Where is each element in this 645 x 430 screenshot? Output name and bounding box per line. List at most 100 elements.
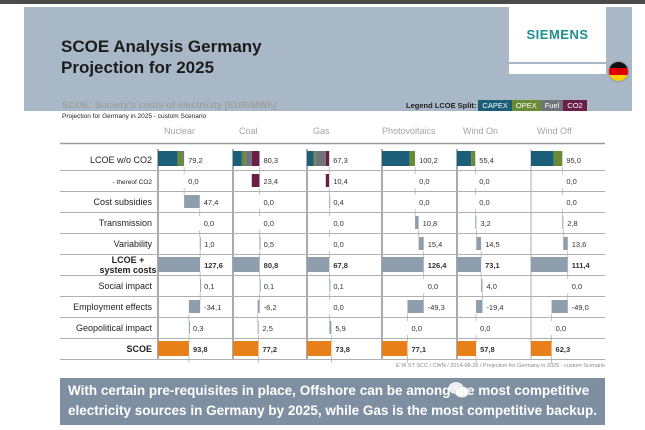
value-label: 100,2 [419, 156, 438, 165]
value-label: 80,3 [263, 156, 278, 165]
column-header: Nuclear [164, 126, 195, 136]
value-label: 23,4 [263, 177, 278, 186]
row-label: Transmission [99, 218, 152, 228]
delta-bar [259, 237, 261, 250]
delta-bar [418, 237, 424, 250]
value-label: 10,4 [333, 177, 348, 186]
value-label: 95,0 [566, 156, 581, 165]
row-label: LCOE w/o CO2 [90, 155, 152, 165]
germany-flag-icon [609, 62, 628, 81]
value-label: 57,8 [480, 345, 495, 354]
value-label: -6,2 [264, 303, 277, 312]
lcoe-split-capex-bar [158, 151, 178, 166]
legend: Legend LCOE Split: CAPEX OPEX Fuel CO2 [406, 100, 587, 111]
value-label: 0,0 [333, 219, 343, 228]
column-header: Wind On [463, 126, 498, 136]
lcoe-split-opex-bar [313, 151, 316, 166]
source-footer: E W ST SCC / CWN / 2014-08-26 / Projecti… [396, 363, 605, 369]
value-label: -19,4 [486, 303, 503, 312]
lcoe-split-capex-bar [233, 151, 242, 166]
column-header: Wind Off [537, 126, 572, 136]
delta-bar [259, 279, 261, 292]
value-label: 13,6 [572, 240, 587, 249]
delta-bar [188, 321, 190, 334]
message-line-1: With certain pre-requisites in place, Of… [68, 383, 590, 398]
value-label: 0,0 [566, 177, 576, 186]
value-label: 126,4 [428, 261, 448, 270]
co2-bar [251, 174, 260, 187]
lcoe-split-opex-bar [177, 151, 183, 166]
legend-co2: CO2 [563, 100, 587, 111]
total-bar [382, 257, 424, 272]
row-label: Cost subsidies [93, 197, 152, 207]
row-label: - thereof CO2 [113, 179, 153, 186]
legend-fuel: Fuel [540, 100, 564, 111]
value-label: 0,0 [411, 324, 421, 333]
total-bar [457, 257, 482, 272]
column-header: Photovoltaics [382, 126, 436, 136]
total-bar [158, 257, 201, 272]
value-label: 0,0 [188, 177, 198, 186]
value-label: 73,8 [335, 345, 350, 354]
lcoe-split-fuel-bar [315, 151, 326, 166]
value-label: 3,2 [480, 219, 490, 228]
value-label: 0,0 [419, 198, 429, 207]
value-label: 80,8 [264, 261, 279, 270]
row-label: Variability [114, 239, 153, 249]
legend-label: Legend LCOE Split: [406, 101, 477, 110]
scoe-bar [307, 341, 332, 356]
delta-bar [476, 300, 483, 313]
scoe-bar [382, 341, 408, 356]
value-label: 2,5 [262, 324, 272, 333]
delta-bar [257, 321, 259, 334]
value-label: 79,2 [188, 156, 203, 165]
value-label: 0,0 [556, 324, 566, 333]
scoe-bar [531, 341, 552, 356]
value-label: 77,1 [411, 345, 426, 354]
lcoe-split-opex-bar [471, 151, 476, 166]
delta-bar [476, 237, 482, 250]
lcoe-split-co2-bar [325, 151, 330, 166]
value-label: 0,1 [264, 282, 274, 291]
delta-bar [407, 300, 424, 313]
title-line-1: SCOE Analysis Germany [61, 37, 262, 56]
value-label: 0,0 [479, 177, 489, 186]
value-label: 77,2 [262, 345, 277, 354]
value-label: -49,0 [572, 303, 589, 312]
siemens-logo: SIEMENS [509, 7, 606, 62]
row-label-line-2: system costs [99, 265, 156, 275]
delta-bar [200, 279, 202, 292]
value-label: 0,4 [333, 198, 343, 207]
delta-bar [329, 195, 331, 208]
logo-text: SIEMENS [526, 27, 589, 42]
value-label: 0,0 [263, 219, 273, 228]
value-label: 0,0 [333, 240, 343, 249]
value-label: 0,0 [480, 324, 490, 333]
delta-bar [257, 300, 260, 313]
key-message: With certain pre-requisites in place, Of… [60, 378, 605, 425]
delta-bar [563, 237, 568, 250]
total-bar [307, 257, 330, 272]
co2-bar [325, 174, 330, 187]
value-label: 14,5 [485, 240, 500, 249]
lcoe-split-capex-bar [531, 151, 554, 166]
wechat-watermark-icon [448, 382, 470, 398]
legend-opex: OPEX [511, 100, 541, 111]
lcoe-split-fuel-bar [245, 151, 252, 166]
scoe-bar [158, 341, 189, 356]
value-label: 15,4 [428, 240, 443, 249]
value-label: 62,3 [556, 345, 571, 354]
value-label: 93,8 [193, 345, 208, 354]
value-label: -34,1 [204, 303, 221, 312]
delta-bar [481, 279, 483, 292]
lcoe-split-capex-bar [382, 151, 410, 166]
value-label: 1,0 [204, 240, 214, 249]
value-label: 5,9 [335, 324, 345, 333]
slide-title: SCOE Analysis Germany Projection for 202… [61, 36, 262, 78]
message-line-2: electricity sources in Germany by 2025, … [68, 403, 597, 418]
title-line-2: Projection for 2025 [61, 58, 215, 77]
value-label: 0,0 [419, 177, 429, 186]
value-label: 111,4 [572, 261, 591, 270]
row-label: SCOE [126, 344, 152, 354]
